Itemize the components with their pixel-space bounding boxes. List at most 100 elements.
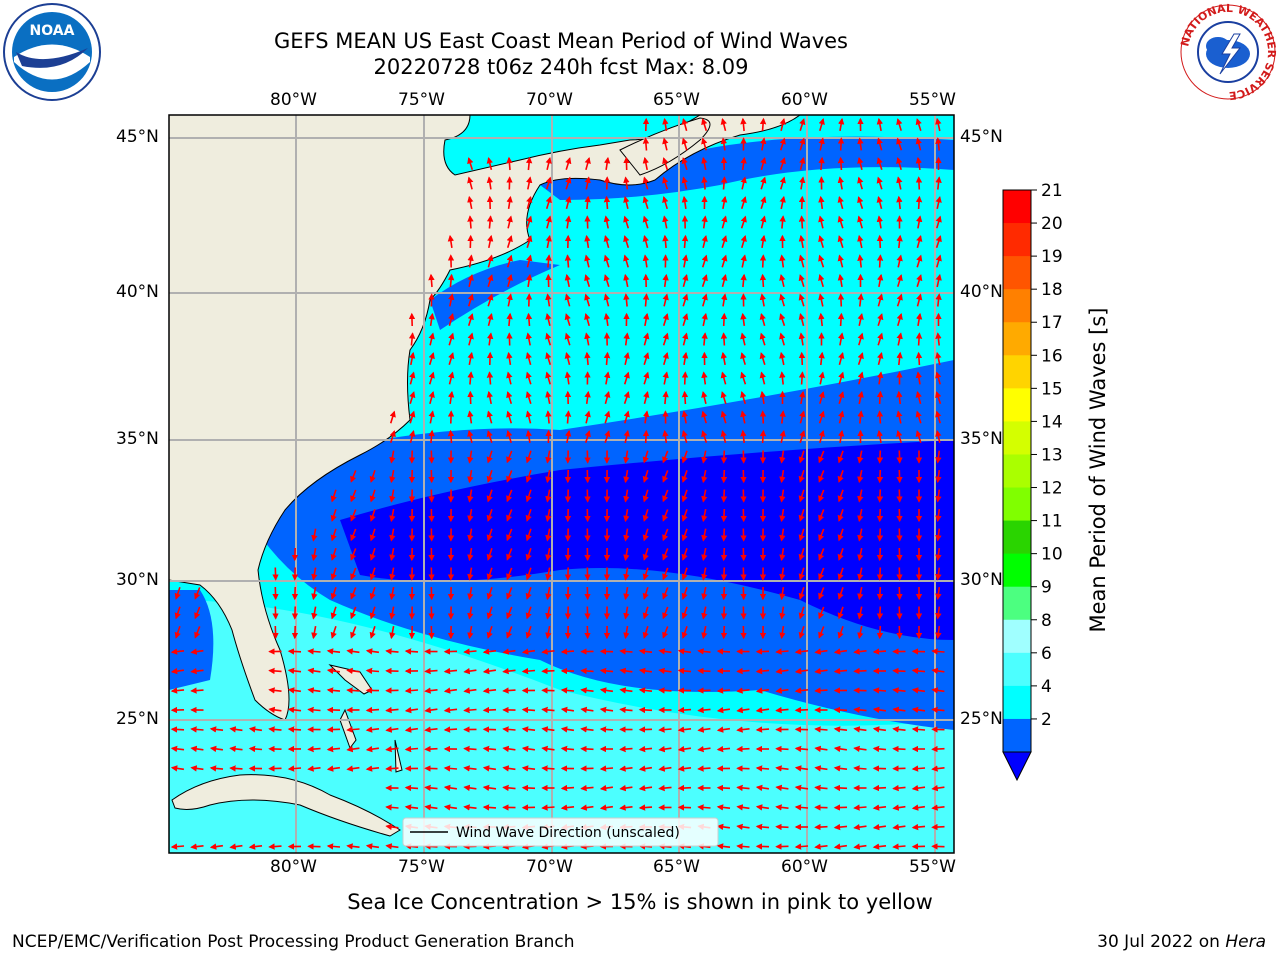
wind-wave-arrow <box>642 156 649 171</box>
wind-wave-arrow <box>818 117 825 132</box>
wind-wave-arrow <box>623 371 630 385</box>
wind-wave-arrow <box>837 489 844 503</box>
colorbar-tick-label: 10 <box>1041 545 1063 565</box>
wind-wave-arrow <box>662 528 669 542</box>
wind-wave-arrow <box>467 195 474 210</box>
wind-wave-arrow <box>721 235 728 248</box>
lat-label-left: 25°N <box>116 709 159 729</box>
wind-wave-arrow <box>229 745 243 753</box>
wind-wave-arrow <box>682 313 689 326</box>
wind-wave-arrow <box>877 351 884 366</box>
wind-wave-arrow <box>346 745 360 753</box>
wind-wave-arrow <box>545 371 552 385</box>
wind-wave-arrow <box>857 567 864 581</box>
wind-wave-arrow <box>268 667 282 675</box>
wind-wave-arrow <box>872 648 887 655</box>
wind-wave-arrow <box>896 176 903 190</box>
wind-wave-arrow <box>857 137 864 151</box>
wind-wave-arrow <box>759 429 767 444</box>
wind-wave-arrow <box>681 606 688 620</box>
wind-wave-arrow <box>350 606 357 620</box>
wind-wave-arrow <box>915 312 923 327</box>
wind-wave-arrow <box>326 843 341 850</box>
wind-wave-arrow <box>759 117 767 132</box>
wind-wave-arrow <box>701 625 708 640</box>
wind-wave-arrow <box>759 273 767 288</box>
wind-wave-arrow <box>428 410 435 424</box>
wind-wave-arrow <box>287 706 302 714</box>
wind-wave-arrow <box>779 528 786 542</box>
wind-wave-arrow <box>467 351 474 366</box>
wind-wave-arrow <box>330 587 337 600</box>
wind-wave-arrow <box>287 648 302 655</box>
wind-wave-arrow <box>443 765 458 772</box>
wind-wave-arrow <box>740 410 747 424</box>
wind-wave-arrow <box>759 234 767 249</box>
wind-wave-arrow <box>584 332 591 346</box>
wind-wave-arrow <box>740 156 747 171</box>
wind-wave-arrow <box>896 274 903 287</box>
wind-wave-arrow <box>584 195 591 210</box>
wind-wave-arrow <box>799 118 806 131</box>
wind-wave-arrow <box>658 667 672 675</box>
wind-wave-arrow <box>798 274 805 287</box>
wind-wave-arrow <box>779 410 786 424</box>
wind-wave-arrow <box>564 410 572 424</box>
wind-wave-arrow <box>365 745 380 753</box>
wind-wave-arrow <box>428 352 435 365</box>
wind-wave-arrow <box>818 626 825 639</box>
wind-wave-arrow <box>350 470 357 483</box>
wind-wave-arrow <box>662 390 669 405</box>
wind-wave-arrow <box>604 410 611 424</box>
wind-wave-arrow <box>779 332 786 346</box>
wind-wave-arrow <box>892 726 906 733</box>
wind-wave-arrow <box>931 667 945 675</box>
colorbar-tick-label: 2 <box>1041 710 1052 730</box>
wind-wave-arrow <box>209 726 224 733</box>
wind-wave-arrow <box>584 156 591 171</box>
wind-wave-arrow <box>428 312 435 327</box>
wind-wave-arrow <box>525 371 532 385</box>
wind-wave-arrow <box>350 626 357 639</box>
wind-wave-arrow <box>584 293 591 307</box>
wind-wave-arrow <box>502 667 516 675</box>
wind-wave-arrow <box>467 313 474 326</box>
wind-wave-arrow <box>642 489 649 503</box>
wind-wave-arrow <box>389 528 396 542</box>
wind-wave-arrow <box>892 843 906 850</box>
wind-wave-arrow <box>248 745 263 753</box>
wind-wave-arrow <box>857 625 864 640</box>
wind-wave-arrow <box>521 784 536 792</box>
wind-wave-arrow <box>443 726 458 733</box>
wind-wave-arrow <box>935 332 942 346</box>
wind-wave-arrow <box>287 726 302 733</box>
wind-wave-arrow <box>779 273 786 287</box>
wind-wave-arrow <box>716 804 731 811</box>
wind-wave-arrow <box>935 429 942 443</box>
wind-wave-arrow <box>794 843 809 850</box>
wind-wave-arrow <box>623 429 630 444</box>
wind-wave-arrow <box>798 567 805 581</box>
wind-wave-arrow <box>619 687 633 694</box>
wind-wave-arrow <box>545 528 552 542</box>
wind-wave-arrow <box>716 843 731 850</box>
wind-wave-arrow <box>545 469 552 484</box>
wind-wave-arrow <box>564 273 571 288</box>
wind-wave-arrow <box>467 450 474 464</box>
wind-wave-arrow <box>560 706 575 714</box>
wind-wave-arrow <box>545 586 552 601</box>
wind-wave-arrow <box>814 765 828 772</box>
lon-label-bottom: 55°W <box>909 857 956 877</box>
wind-wave-arrow <box>740 176 747 190</box>
lon-label-bottom: 70°W <box>526 857 573 877</box>
wind-wave-arrow <box>720 567 728 581</box>
wind-wave-arrow <box>740 429 747 444</box>
wind-wave-arrow <box>853 843 867 850</box>
colorbar-extend-triangle <box>1002 751 1032 782</box>
wind-wave-arrow <box>701 118 708 131</box>
wind-wave-arrow <box>447 234 455 249</box>
wind-wave-arrow <box>857 586 864 601</box>
wind-wave-arrow <box>467 215 474 229</box>
wind-wave-arrow <box>935 567 942 581</box>
lon-label-top: 60°W <box>781 90 828 110</box>
